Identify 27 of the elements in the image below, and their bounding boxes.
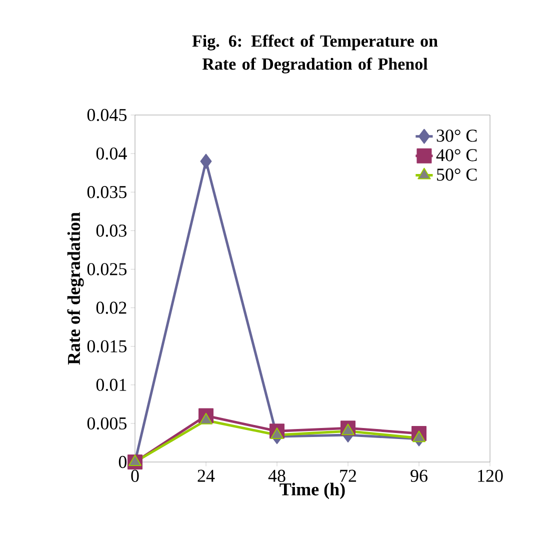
chart-title: Fig. 6: Effect of Temperature on Rate of Degradation of Phenol [192,34,438,74]
y-tick-label: 0.045 [87,108,126,122]
y-tick-label: 0.025 [87,263,126,276]
y-tick-label: 0 [118,456,127,468]
x-tick-label: 0 [131,470,139,482]
y-tick-label: 0.005 [87,417,126,430]
y-tick-label: 0.015 [87,340,126,352]
legend-label: 30° C [436,130,477,142]
x-tick-label: 96 [410,470,428,482]
y-axis-title: Rate of degradation [67,212,84,365]
x-tick-label: 48 [268,470,286,482]
y-tick-label: 0.02 [96,302,126,314]
point [270,428,284,440]
x-tick-label: 72 [340,470,356,482]
point [412,430,426,442]
x-axis-title: Time (h) [280,482,345,500]
point [341,424,355,436]
point [200,154,212,169]
y-tick-label: 0.04 [96,147,127,160]
y-tick-label: 0.03 [96,224,126,237]
x-tick-label: 24 [198,470,215,482]
legend-label: 40° C [436,149,477,162]
point [199,412,213,424]
x-tick-label: 120 [478,470,503,482]
y-tick-label: 0.035 [87,186,126,198]
legend-label: 50° C [437,168,477,181]
y-tick-label: 0.01 [96,378,126,391]
